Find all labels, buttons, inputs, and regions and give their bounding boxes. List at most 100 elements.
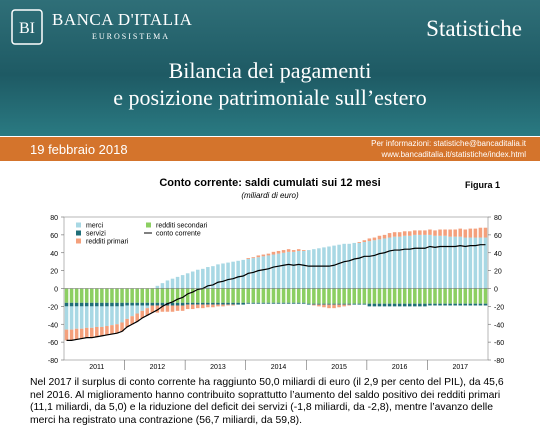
bar-segment [438, 229, 442, 236]
bar-segment [443, 303, 447, 306]
bar-segment [135, 302, 139, 306]
x-tick-label: 2015 [331, 364, 347, 371]
x-tick-label: 2012 [150, 364, 166, 371]
bar-segment [180, 288, 185, 303]
bar-segment [95, 302, 99, 307]
paragraph: Nel 2017 il surplus di conto corrente ha… [30, 377, 504, 426]
bar-segment [84, 288, 89, 303]
bar-segment [433, 288, 437, 304]
bar-segment [453, 288, 457, 304]
logo-name: BANCA D'ITALIA [52, 10, 193, 29]
svg-text:BI: BI [19, 20, 35, 37]
url[interactable]: www.bancaditalia.it/statistiche/index.ht… [381, 150, 526, 159]
bar-segment [286, 302, 291, 304]
bar-segment [216, 304, 220, 307]
x-tick-label: 2016 [392, 364, 408, 371]
bar-segment [307, 303, 311, 305]
bar-segment [392, 303, 397, 307]
bar-segment [362, 303, 367, 305]
bar-segment [140, 302, 145, 306]
bar-segment [478, 303, 483, 306]
bar-segment [402, 303, 407, 307]
bar-segment [110, 288, 114, 303]
legend-swatch [146, 222, 151, 228]
bar-segment [84, 327, 89, 338]
bar-segment [84, 302, 89, 307]
bar-segment [221, 263, 225, 289]
bar-segment [392, 288, 397, 304]
bar-segment [337, 304, 341, 308]
bar-segment [69, 306, 74, 330]
bar-segment [155, 288, 160, 303]
bar-segment [428, 234, 432, 289]
bar-segment [357, 242, 362, 243]
bar-segment [221, 304, 225, 307]
bar-segment [418, 288, 422, 304]
bar-segment [211, 288, 215, 303]
bar-segment [185, 273, 190, 289]
bar-segment [120, 288, 124, 303]
bar-segment [453, 236, 457, 289]
bar-segment [185, 302, 190, 305]
bar-segment [125, 305, 129, 319]
bar-segment [453, 303, 457, 306]
bar-segment [241, 288, 245, 303]
bar-segment [312, 303, 316, 305]
bar-segment [185, 288, 190, 303]
bar-segment [221, 302, 225, 305]
bar-segment [226, 302, 230, 305]
y-tick-label: 40 [50, 251, 58, 258]
bar-segment [201, 304, 205, 309]
bar-segment [443, 288, 447, 304]
bar-segment [125, 288, 129, 303]
bar-segment [312, 288, 316, 304]
bar-segment [296, 249, 301, 251]
bar-segment [84, 306, 89, 328]
bar-segment [155, 302, 160, 306]
bar-segment [241, 259, 245, 289]
bar-segment [382, 234, 387, 239]
bar-segment [195, 304, 200, 309]
bar-segment [261, 288, 266, 303]
bar-segment [448, 303, 452, 306]
y-tick-label: -40 [48, 322, 58, 329]
bar-segment [402, 288, 407, 304]
bar-segment [301, 302, 306, 304]
bar-segment [317, 303, 321, 305]
bar-segment [423, 303, 427, 307]
bar-segment [372, 303, 377, 307]
bar-segment [458, 236, 463, 289]
bar-segment [231, 302, 235, 305]
bar-segment [74, 306, 79, 329]
bar-segment [201, 268, 205, 289]
bar-segment [251, 302, 256, 304]
bar-segment [120, 306, 124, 323]
bar-segment [438, 288, 442, 304]
bar-segment [352, 288, 357, 304]
bar-segment [276, 288, 281, 303]
y-tick-label: 20 [50, 269, 58, 276]
bar-segment [266, 288, 271, 303]
bar-segment [281, 302, 286, 304]
bar-segment [312, 304, 316, 306]
bar-segment [473, 288, 478, 304]
bar-segment [362, 242, 367, 289]
bar-segment [100, 326, 104, 336]
bar-segment [397, 303, 402, 307]
bar-segment [201, 302, 205, 305]
bar-segment [322, 304, 326, 308]
bar-segment [246, 302, 251, 304]
bar-segment [251, 257, 256, 259]
bar-segment [140, 310, 145, 318]
logo-sub: EUROSISTEMA [92, 32, 171, 41]
bar-segment [266, 255, 271, 289]
bar-segment [301, 250, 306, 251]
bar-segment [100, 288, 104, 303]
bar-segment [261, 302, 266, 304]
bar-segment [211, 302, 215, 305]
bar-segment [337, 244, 341, 289]
bar-segment [317, 248, 321, 289]
bar-segment [322, 303, 326, 305]
bar-segment [327, 246, 331, 289]
bar-segment [458, 303, 463, 306]
